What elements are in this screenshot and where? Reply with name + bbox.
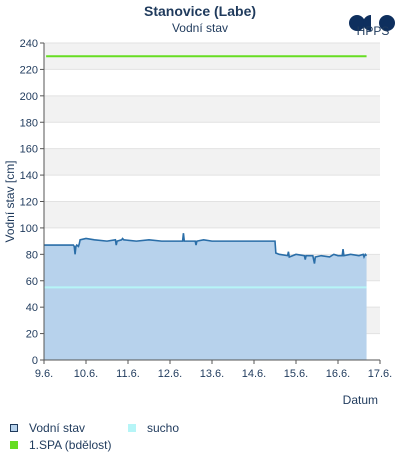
x-tick-label: 10.6. xyxy=(74,368,98,380)
x-tick-label: 12.6. xyxy=(158,368,182,380)
y-tick-label: 180 xyxy=(20,117,38,129)
logo-text: HPPS xyxy=(356,24,390,38)
chart-title: Stanovice (Labe) xyxy=(143,3,257,19)
y-tick-label: 20 xyxy=(26,329,38,341)
hpps-logo xyxy=(349,15,395,31)
grid-band xyxy=(44,95,380,123)
y-tick-label: 0 xyxy=(32,355,38,367)
water-level-line xyxy=(44,233,368,264)
y-axis-title: Vodní stav [cm] xyxy=(3,160,17,242)
y-tick-label: 100 xyxy=(20,223,38,235)
y-tick-label: 240 xyxy=(20,38,38,50)
x-tick-label: 17.6. xyxy=(368,368,392,380)
x-tick-label: 15.6. xyxy=(284,368,308,380)
chart-subtitle: Vodní stav xyxy=(171,21,229,35)
x-tick-label: 9.6. xyxy=(35,368,53,380)
grid-band xyxy=(44,201,380,228)
legend-label-drought: sucho xyxy=(147,421,180,435)
legend-item-spa1[interactable]: 1.SPA (bdělost) xyxy=(10,438,112,452)
water-level-chart: 0 20 40 60 80 100 120 140 160 180 200 220 240 9.6. 10.… xyxy=(3,38,392,407)
x-tick-label: 11.6. xyxy=(116,368,140,380)
y-tick-label: 40 xyxy=(26,302,38,314)
x-tick-label: 16.6. xyxy=(326,368,350,380)
legend-item-water-level[interactable]: Vodní stav xyxy=(10,421,85,435)
y-tick-label: 140 xyxy=(20,170,38,182)
grid-band xyxy=(44,148,380,176)
legend-label-water-level: Vodní stav xyxy=(29,421,86,435)
y-tick-label: 160 xyxy=(20,144,38,156)
y-tick-label: 220 xyxy=(20,64,38,76)
x-axis-title: Datum xyxy=(343,393,378,407)
y-tick-label: 80 xyxy=(26,249,38,261)
legend-swatch-spa1 xyxy=(10,441,18,449)
legend-swatch-drought xyxy=(128,424,136,432)
legend-swatch-water-level xyxy=(10,424,18,432)
x-tick-label: 13.6. xyxy=(200,368,224,380)
y-tick-label: 120 xyxy=(20,197,38,209)
legend-item-drought[interactable]: sucho xyxy=(128,421,179,435)
water-level-area xyxy=(44,233,367,360)
x-tick-label: 14.6. xyxy=(242,368,266,380)
legend-label-spa1: 1.SPA (bdělost) xyxy=(29,438,112,452)
y-tick-label: 200 xyxy=(20,91,38,103)
y-tick-label: 60 xyxy=(26,276,38,288)
